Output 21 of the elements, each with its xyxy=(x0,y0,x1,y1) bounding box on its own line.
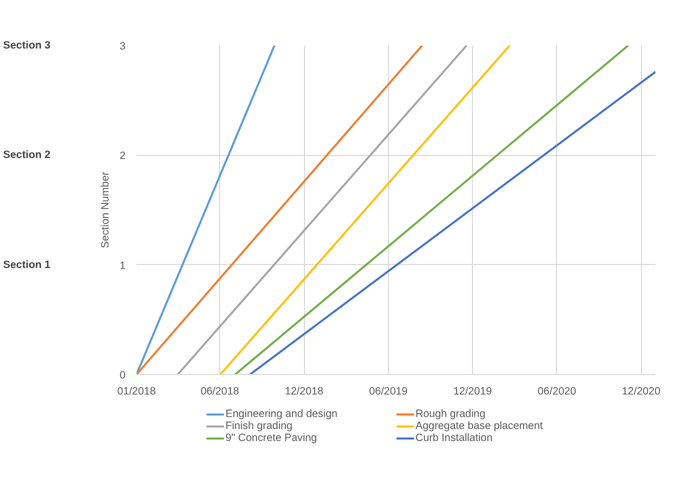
legend-label: Engineering and design xyxy=(226,408,338,420)
legend-label: Curb Installation xyxy=(416,432,494,444)
y-tick-label: 1 xyxy=(120,260,126,272)
legend-label: 9" Concrete Paving xyxy=(226,432,318,444)
legend-label: Rough grading xyxy=(416,408,486,420)
x-tick-label: 01/2018 xyxy=(117,386,156,398)
x-tick-label: 12/2018 xyxy=(284,386,324,398)
x-tick-label: 06/2019 xyxy=(369,386,408,398)
y-tick-label: 2 xyxy=(120,150,126,162)
legend-label: Aggregate base placement xyxy=(416,420,544,432)
x-tick-label: 06/2020 xyxy=(538,386,576,398)
text: Section 1 xyxy=(3,258,51,271)
y-axis-title: Section Number xyxy=(100,171,112,248)
legend-label: Finish grading xyxy=(226,420,294,432)
x-tick-label: 06/2018 xyxy=(200,386,240,398)
x-tick-label: 12/2020 xyxy=(622,386,660,398)
y-tick-label: 3 xyxy=(120,40,126,52)
text: Section 3 xyxy=(3,40,51,52)
x-tick-label: 12/2019 xyxy=(453,386,492,398)
y-tick-label: 0 xyxy=(120,370,126,382)
text: Section 2 xyxy=(3,149,51,162)
